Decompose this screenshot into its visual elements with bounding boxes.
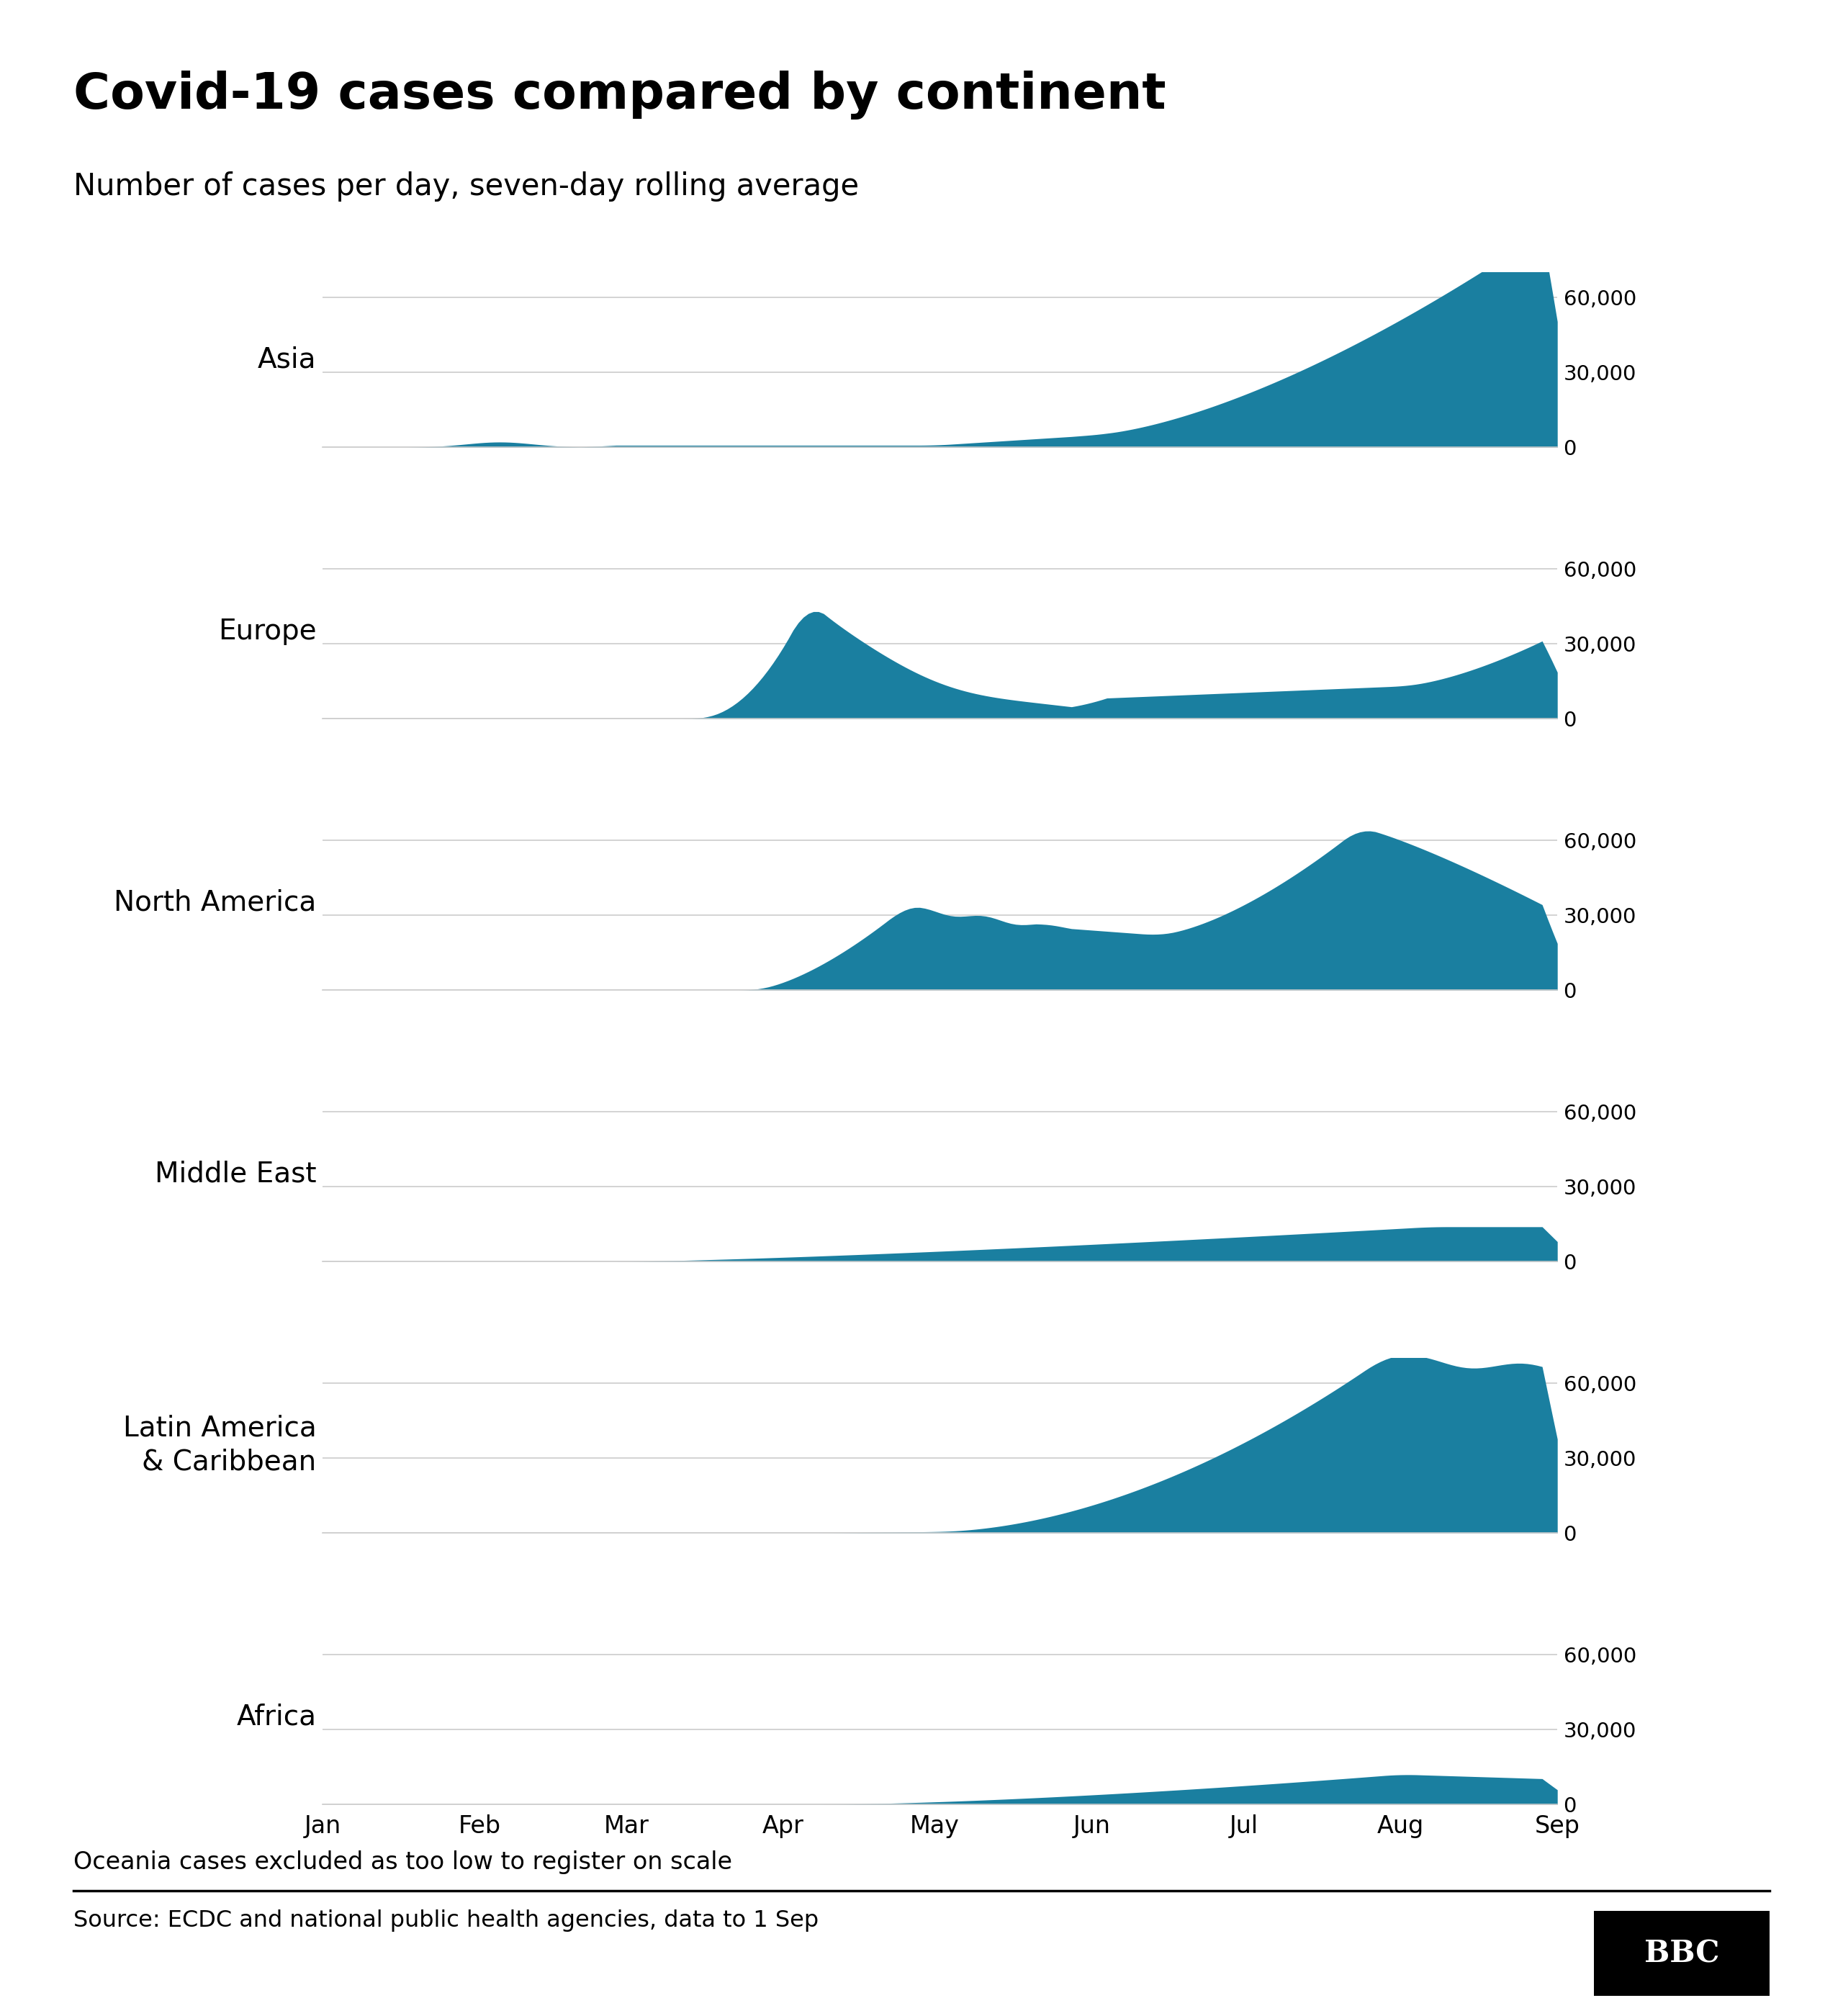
Text: Covid-19 cases compared by continent: Covid-19 cases compared by continent bbox=[74, 71, 1167, 119]
Text: North America: North America bbox=[114, 889, 317, 915]
Text: Source: ECDC and national public health agencies, data to 1 Sep: Source: ECDC and national public health … bbox=[74, 1909, 818, 1931]
Text: Asia: Asia bbox=[258, 347, 317, 373]
Text: Latin America
& Caribbean: Latin America & Caribbean bbox=[123, 1415, 317, 1476]
Text: Europe: Europe bbox=[217, 617, 317, 645]
Text: Number of cases per day, seven-day rolling average: Number of cases per day, seven-day rolli… bbox=[74, 171, 859, 202]
Text: Africa: Africa bbox=[236, 1704, 317, 1730]
Text: BBC: BBC bbox=[1644, 1939, 1720, 1968]
Text: Middle East: Middle East bbox=[155, 1161, 317, 1187]
Text: Oceania cases excluded as too low to register on scale: Oceania cases excluded as too low to reg… bbox=[74, 1851, 732, 1875]
